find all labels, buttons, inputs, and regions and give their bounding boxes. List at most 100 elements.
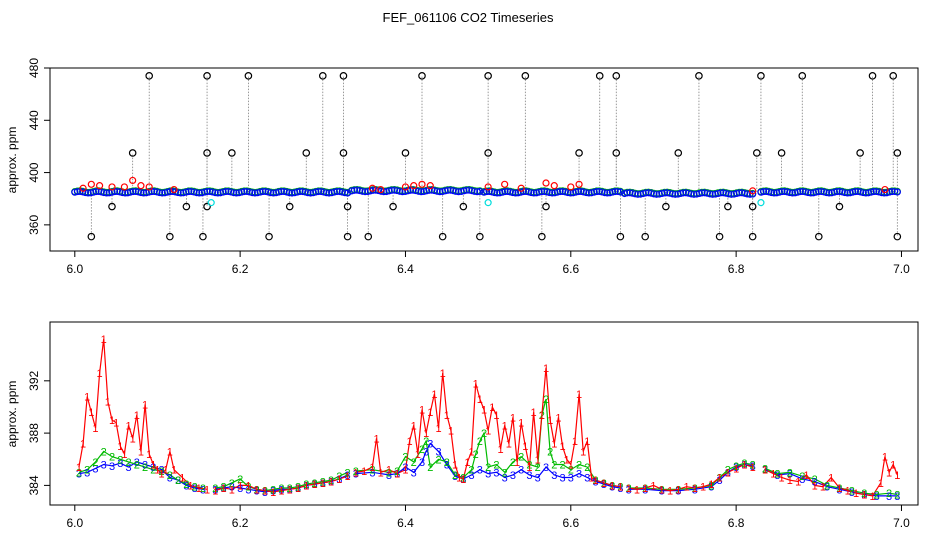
bottom-series-2-marker: 2 [502,467,508,479]
bottom-series-1-marker: 1 [125,420,131,432]
bottom-series-3-marker: 3 [626,484,632,496]
bottom-series-2-line [215,471,348,492]
bottom-series-3-marker: 3 [237,483,243,495]
bottom-series-1-marker: 1 [179,473,185,485]
bottom-series-2-marker: 2 [109,452,115,464]
top-flag-point [662,202,670,211]
bottom-series-1-marker: 1 [117,441,123,453]
bottom-series-2-marker: 2 [386,467,392,479]
bottom-series-3-marker: 3 [245,484,251,496]
bottom-series-3-marker: 3 [262,487,268,499]
bottom-series-2-marker: 2 [92,457,98,469]
bottom-series-3-marker: 3 [394,469,400,481]
top-flag-point [748,202,757,211]
top-red-point [95,182,104,190]
bottom-series-1-marker: 1 [836,483,842,495]
bottom-series-3-marker: 3 [92,463,98,475]
bottom-series-1-marker: 1 [514,457,520,469]
bottom-series-3-marker: 3 [345,470,351,482]
bottom-series-3-marker: 3 [287,484,293,496]
bottom-series-1-marker: 1 [522,441,528,453]
bottom-series-2-marker: 2 [741,458,747,470]
bottom-series-2-marker: 2 [125,457,131,469]
bottom-series-lines [78,338,898,497]
top-flag-point [166,232,174,241]
top-flag-point [484,72,492,80]
top-flag-point [538,232,546,241]
bottom-series-2-marker: 2 [419,444,425,456]
bottom-x-axis: 6.0 6.2 6.4 6.6 6.8 7.0 [66,505,910,530]
bottom-series-3-marker: 3 [559,473,565,485]
bottom-series-2-marker: 2 [427,462,433,474]
top-red-point [79,184,87,192]
bottom-series-1-marker: 1 [109,415,115,427]
top-flag-point [777,149,786,157]
bottom-series-3-marker: 3 [799,474,805,486]
top-y-tick-label: 400 [27,162,41,182]
bottom-series-2-marker: 2 [518,452,524,464]
top-flag-point [182,202,191,211]
bottom-series-1-marker: 1 [134,410,140,422]
bottom-series-1-marker: 1 [692,483,698,495]
bottom-series-3-line [355,442,621,489]
bottom-series-1-marker: 1 [423,428,429,440]
bottom-series-1-marker: 1 [828,473,834,485]
bottom-series-1-marker: 1 [270,487,276,499]
top-red-point [108,183,116,191]
bottom-series-1-marker: 1 [121,449,127,461]
bottom-series-2-marker: 2 [626,483,632,495]
bottom-series-2-marker: 2 [692,483,698,495]
bottom-series-1-marker: 1 [435,423,441,435]
top-flag-point [484,149,492,157]
top-x-tick-label: 7.0 [893,262,910,276]
top-flag-point [302,149,311,157]
top-blue-point [333,187,341,196]
bottom-series-2-marker: 2 [336,471,342,483]
top-red-point [749,187,757,195]
top-blue-point [211,189,219,197]
top-flag-point [203,202,211,211]
bottom-series-1-marker: 1 [171,465,177,477]
bottom-series-2-marker: 2 [787,467,793,479]
top-red-point [145,183,153,191]
bottom-series-1-marker: 1 [311,479,317,491]
bottom-series-1-marker: 1 [460,474,466,486]
top-flag-point [108,202,116,211]
bottom-series-3-marker: 3 [150,462,156,474]
top-flag-point [339,72,348,80]
bottom-series-3-marker: 3 [386,470,392,482]
bottom-series-1-marker: 1 [609,480,615,492]
bottom-series-2-marker: 2 [142,462,148,474]
bottom-series-1-marker: 1 [76,462,82,474]
top-blue-point [267,189,275,197]
bottom-series-1-marker: 1 [431,389,437,401]
bottom-series-3-marker: 3 [543,462,549,474]
top-blue-point [668,190,677,198]
bottom-y-axis-label: approx. ppm [5,381,19,448]
top-x-tick-label: 6.8 [728,262,745,276]
top-flag-point [285,202,294,211]
top-blue-point [296,187,304,196]
bottom-series-3-marker: 3 [584,473,590,485]
top-red-point [129,176,137,185]
bottom-series-1-marker: 1 [770,469,776,481]
bottom-series-3-marker: 3 [175,475,181,487]
bottom-series-3-marker: 3 [278,484,284,496]
bottom-series-2-marker: 2 [167,470,173,482]
bottom-series-1-marker: 1 [473,378,479,390]
bottom-series-1-marker: 1 [535,454,541,466]
bottom-series-2-marker: 2 [460,473,466,485]
top-red-point [87,180,95,188]
top-red-point [137,182,145,190]
top-flag-point [199,232,207,241]
bottom-series-2-marker: 2 [183,479,189,491]
bottom-series-2-marker: 2 [799,471,805,483]
top-blue-point [749,190,757,198]
bottom-series-1-marker: 1 [502,420,508,432]
top-flag-point [724,202,732,211]
bottom-series-3-marker: 3 [725,467,731,479]
bottom-series-1-marker: 1 [287,484,293,496]
top-flag-point [752,149,761,157]
bottom-series-1-marker: 1 [787,475,793,487]
bottom-series-1-marker: 1 [580,446,586,458]
